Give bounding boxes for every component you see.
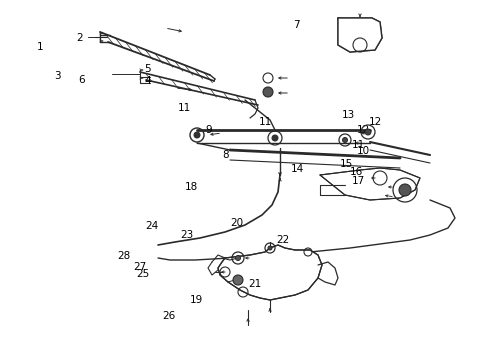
Circle shape (398, 184, 410, 196)
Text: 25: 25 (136, 269, 149, 279)
Text: 11: 11 (177, 103, 190, 113)
Circle shape (194, 132, 200, 138)
Text: 4: 4 (144, 76, 151, 86)
Text: 19: 19 (189, 294, 203, 305)
Text: 13: 13 (342, 110, 355, 120)
Text: 26: 26 (162, 311, 175, 321)
Text: 27: 27 (133, 262, 146, 272)
Text: 1: 1 (37, 42, 43, 52)
Text: 11: 11 (351, 140, 365, 150)
Text: 20: 20 (229, 218, 243, 228)
Text: 11: 11 (259, 117, 272, 127)
Text: 10: 10 (356, 146, 369, 156)
Text: 28: 28 (117, 251, 130, 261)
Polygon shape (337, 18, 381, 52)
Text: 3: 3 (54, 71, 61, 81)
Text: 7: 7 (293, 20, 300, 30)
Circle shape (267, 246, 271, 250)
Circle shape (271, 135, 278, 141)
Circle shape (364, 129, 370, 135)
Circle shape (232, 275, 243, 285)
Text: 14: 14 (290, 164, 304, 174)
Text: 16: 16 (349, 167, 362, 177)
Text: 12: 12 (356, 125, 369, 135)
Text: 6: 6 (78, 75, 85, 85)
Text: 2: 2 (76, 33, 82, 43)
Text: 5: 5 (144, 64, 151, 74)
Text: 22: 22 (276, 235, 289, 246)
Polygon shape (218, 245, 321, 300)
Polygon shape (319, 168, 419, 200)
Circle shape (235, 256, 240, 261)
Text: 18: 18 (184, 182, 198, 192)
Text: 17: 17 (351, 176, 365, 186)
Text: 21: 21 (248, 279, 261, 289)
Text: 8: 8 (222, 150, 229, 160)
Circle shape (263, 87, 272, 97)
Text: 15: 15 (339, 159, 352, 169)
Circle shape (342, 138, 347, 143)
Text: 23: 23 (180, 230, 193, 240)
Text: 9: 9 (205, 125, 212, 135)
Text: 12: 12 (368, 117, 382, 127)
Text: 24: 24 (145, 221, 159, 231)
